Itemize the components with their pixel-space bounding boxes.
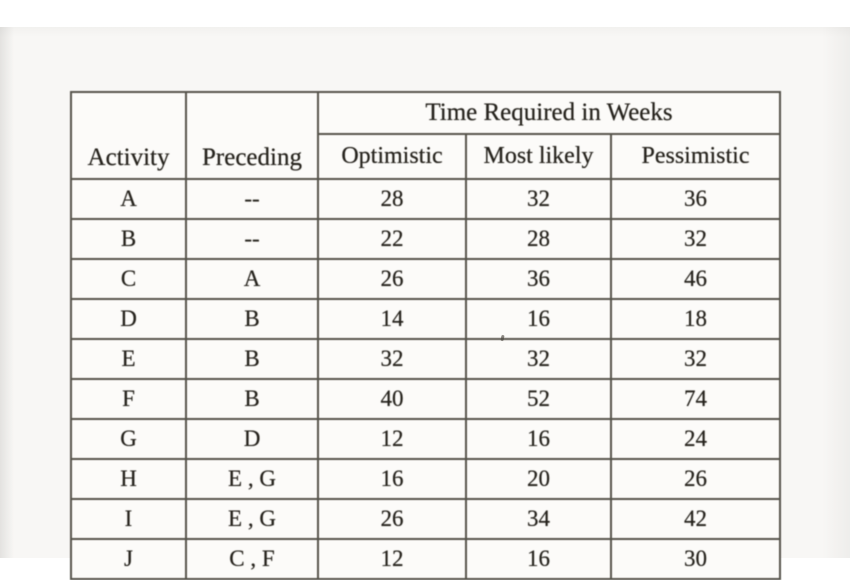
cell-activity: A xyxy=(70,178,187,220)
cell-preceding: C , F xyxy=(185,538,319,580)
col-header-preceding: Preceding xyxy=(185,91,319,180)
cell-most-likely: 52 xyxy=(465,378,612,420)
cell-optimistic: 22 xyxy=(317,218,467,260)
cell-pessimistic: 42 xyxy=(610,498,781,540)
table-row: B -- 22 28 32 xyxy=(70,218,781,260)
cell-activity: F xyxy=(70,378,187,420)
cell-optimistic: 16 xyxy=(317,458,467,500)
cell-preceding: E , G xyxy=(185,458,319,500)
cell-activity: E xyxy=(70,338,187,380)
col-header-optimistic: Optimistic xyxy=(317,133,467,180)
cell-pessimistic: 18 xyxy=(610,298,781,340)
table-row: F B 40 52 74 xyxy=(70,378,781,420)
cell-pessimistic: 24 xyxy=(610,418,781,460)
cell-optimistic: 40 xyxy=(317,378,467,420)
cell-preceding: E , G xyxy=(185,498,319,540)
cell-optimistic: 12 xyxy=(317,538,467,580)
cell-most-likely: 16 xyxy=(465,538,612,580)
col-header-most-likely: Most likely xyxy=(465,133,612,180)
cell-pessimistic: 30 xyxy=(610,538,781,580)
cell-optimistic: 14 xyxy=(317,298,467,340)
cell-most-likely: 34 xyxy=(465,498,612,540)
table-row: J C , F 12 16 30 xyxy=(70,538,781,580)
cell-pessimistic: 26 xyxy=(610,458,781,500)
cell-preceding: -- xyxy=(185,178,319,220)
cell-pessimistic: 74 xyxy=(610,378,781,420)
cell-most-likely: 20 xyxy=(465,458,612,500)
cell-optimistic: 32 xyxy=(317,338,467,380)
cell-activity: J xyxy=(70,538,187,580)
col-header-pessimistic: Pessimistic xyxy=(610,133,781,180)
cell-activity: H xyxy=(70,458,187,500)
table-row: D B 14 16 18 xyxy=(70,298,781,340)
cell-preceding: -- xyxy=(185,218,319,260)
cell-most-likely: 32 xyxy=(465,338,612,380)
table-row: I E , G 26 34 42 xyxy=(70,498,781,540)
table-row: A -- 28 32 36 xyxy=(70,178,781,220)
cell-pessimistic: 36 xyxy=(610,178,781,220)
col-header-activity: Activity xyxy=(70,91,187,180)
cell-most-likely: 32 xyxy=(465,178,612,220)
cell-optimistic: 26 xyxy=(317,498,467,540)
cell-pessimistic: 32 xyxy=(610,338,781,380)
cell-preceding: B xyxy=(185,298,319,340)
cell-activity: B xyxy=(70,218,187,260)
scan-page: Activity Preceding Time Required in Week… xyxy=(0,27,850,580)
cell-optimistic: 12 xyxy=(317,418,467,460)
cell-activity: C xyxy=(70,258,187,300)
table-row: H E , G 16 20 26 xyxy=(70,458,781,500)
cell-preceding: B xyxy=(185,338,319,380)
cell-pessimistic: 46 xyxy=(610,258,781,300)
cell-preceding: B xyxy=(185,378,319,420)
table-row: E B 32 32 32 xyxy=(70,338,781,380)
cell-most-likely: 16 xyxy=(465,418,612,460)
table-header-group-row: Activity Preceding Time Required in Week… xyxy=(70,91,781,180)
cell-pessimistic: 32 xyxy=(610,218,781,260)
cell-most-likely: 28 xyxy=(465,218,612,260)
cell-most-likely: 36 xyxy=(465,258,612,300)
cell-activity: I xyxy=(70,498,187,540)
table-row: C A 26 36 46 xyxy=(70,258,781,300)
cell-optimistic: 26 xyxy=(317,258,467,300)
group-header-time-required: Time Required in Weeks xyxy=(317,91,781,135)
activity-time-table: Activity Preceding Time Required in Week… xyxy=(70,91,781,580)
cell-activity: D xyxy=(70,298,187,340)
cell-preceding: D xyxy=(185,418,319,460)
cell-preceding: A xyxy=(185,258,319,300)
cell-most-likely: 16 xyxy=(465,298,612,340)
cell-activity: G xyxy=(70,418,187,460)
table-row: G D 12 16 24 xyxy=(70,418,781,460)
cell-optimistic: 28 xyxy=(317,178,467,220)
table-header-label-row: Optimistic Most likely Pessimistic xyxy=(71,133,781,180)
